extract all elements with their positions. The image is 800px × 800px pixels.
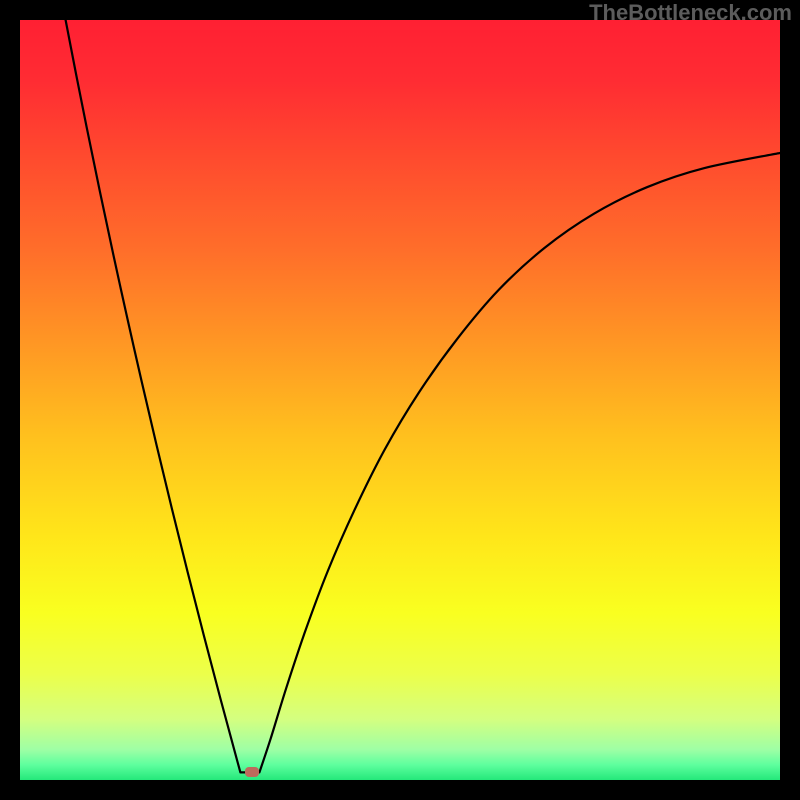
bottleneck-curve-path — [66, 20, 780, 772]
watermark-text: TheBottleneck.com — [589, 0, 792, 26]
chart-frame: TheBottleneck.com — [0, 0, 800, 800]
bottleneck-curve — [20, 20, 780, 780]
bottleneck-minimum-marker — [245, 767, 259, 777]
plot-area — [20, 20, 780, 780]
